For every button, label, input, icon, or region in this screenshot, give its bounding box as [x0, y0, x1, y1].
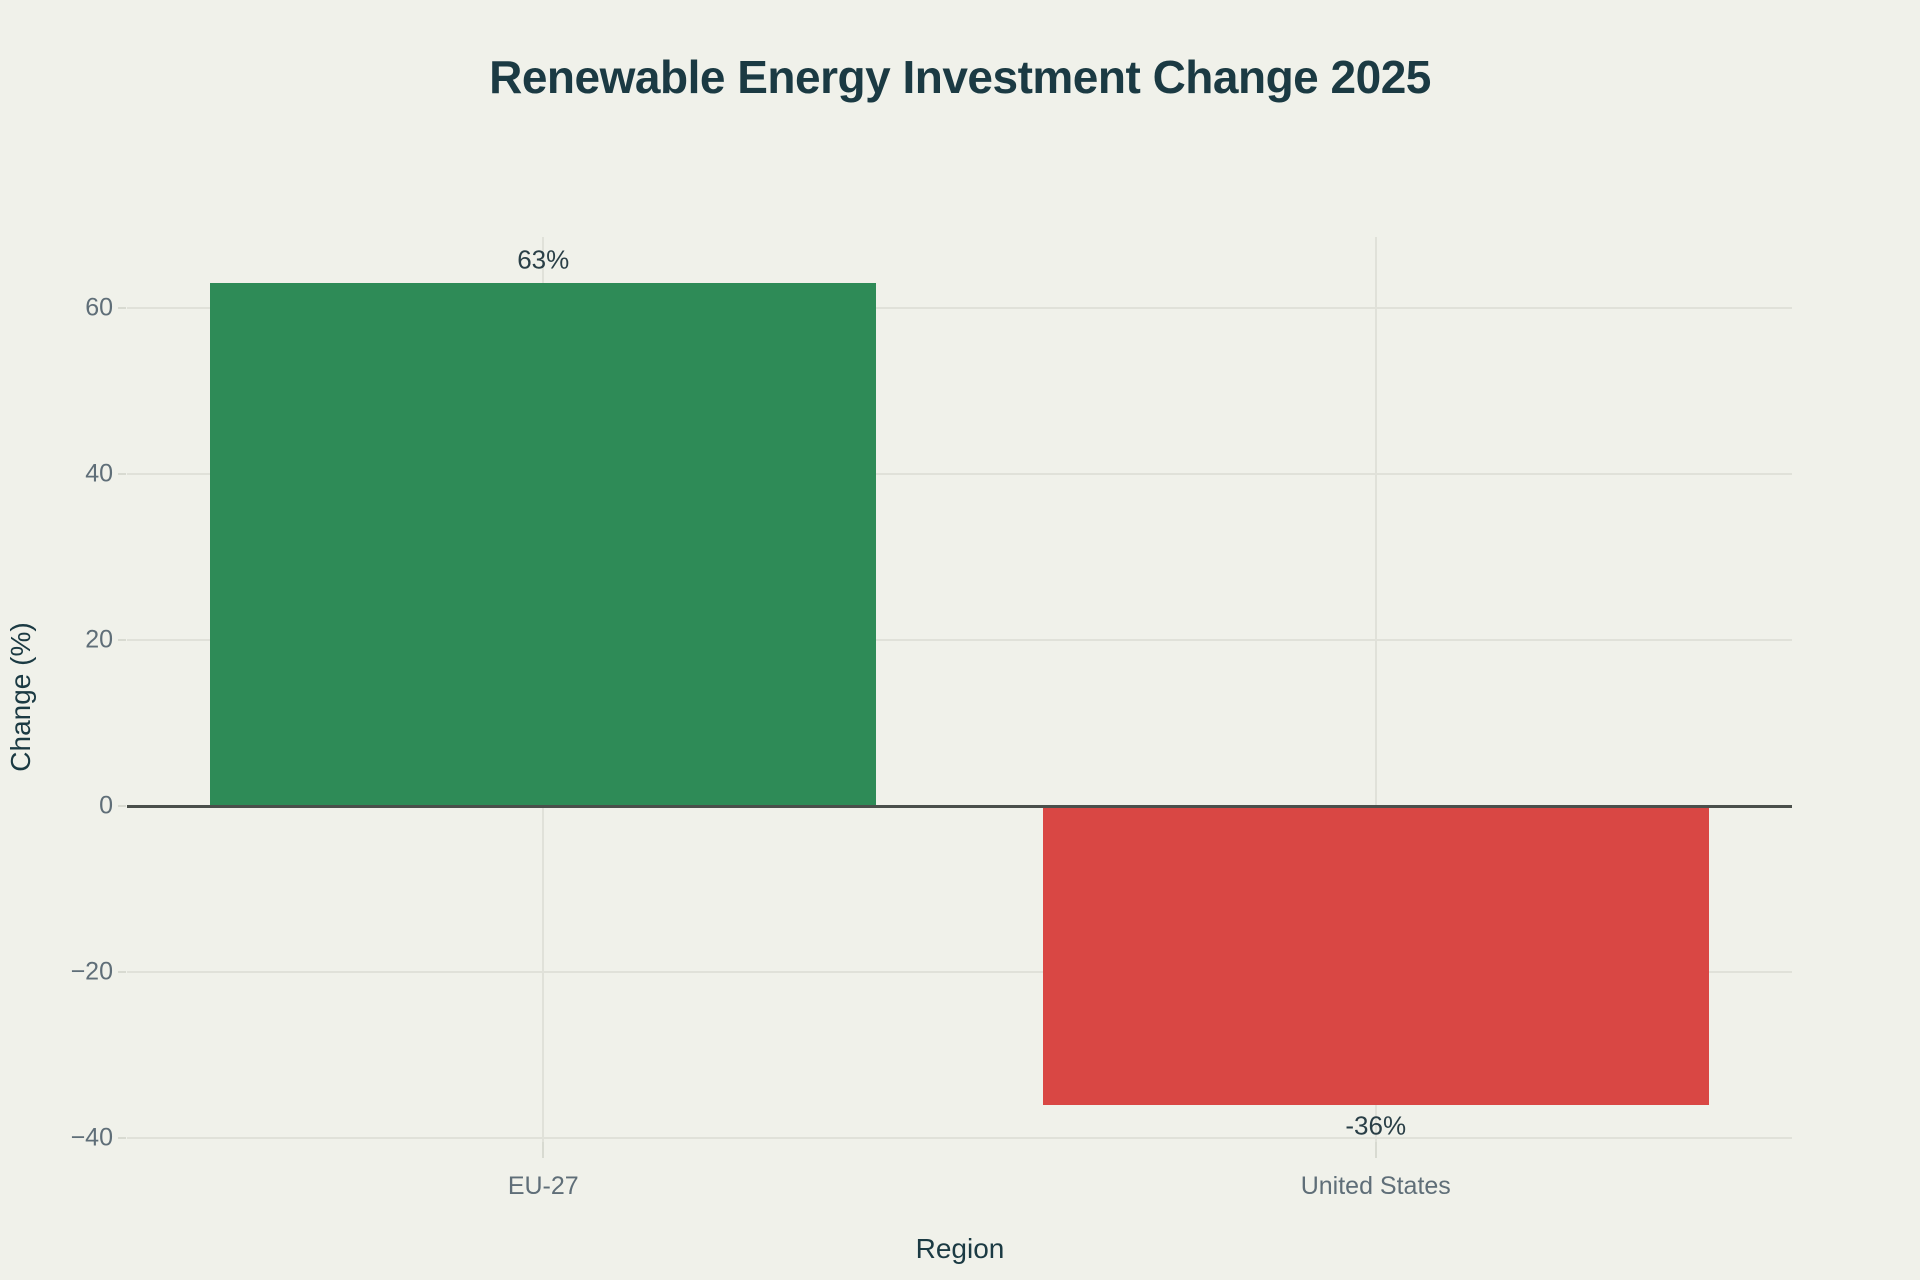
x-tick-label-0: EU-27	[507, 1172, 579, 1200]
bar-united-states	[1042, 806, 1709, 1105]
y-tick-label: 20	[85, 625, 113, 654]
y-tick-mark	[118, 805, 126, 807]
gridline-y-20	[127, 639, 1792, 641]
bar-value-label: 63%	[517, 244, 570, 275]
zero-line	[127, 805, 1792, 808]
y-tick-label: 60	[85, 293, 113, 322]
y-tick-label: −20	[70, 957, 113, 986]
gridline-y--20	[127, 971, 1792, 973]
chart-title: Renewable Energy Investment Change 2025	[489, 51, 1431, 103]
gridline-x-1	[1374, 237, 1377, 1158]
bar-value-label: -36%	[1345, 1110, 1407, 1141]
y-tick-mark	[118, 1137, 126, 1139]
bar-eu-27	[210, 283, 877, 806]
gridline-y-40	[127, 473, 1792, 475]
y-tick-label: 40	[85, 459, 113, 488]
x-tick-mark	[1374, 1142, 1377, 1158]
y-tick-label: −40	[70, 1123, 113, 1152]
gridline-y--40	[127, 1137, 1792, 1139]
y-tick-mark	[118, 639, 126, 641]
x-tick-mark	[542, 1142, 545, 1158]
y-tick-mark	[118, 307, 126, 309]
x-axis-title: Region	[915, 1233, 1005, 1264]
gridline-y-60	[127, 307, 1792, 309]
y-tick-mark	[118, 473, 126, 475]
y-tick-label: 0	[99, 791, 113, 820]
y-tick-mark	[118, 971, 126, 973]
x-tick-label-1: United States	[1300, 1172, 1451, 1200]
